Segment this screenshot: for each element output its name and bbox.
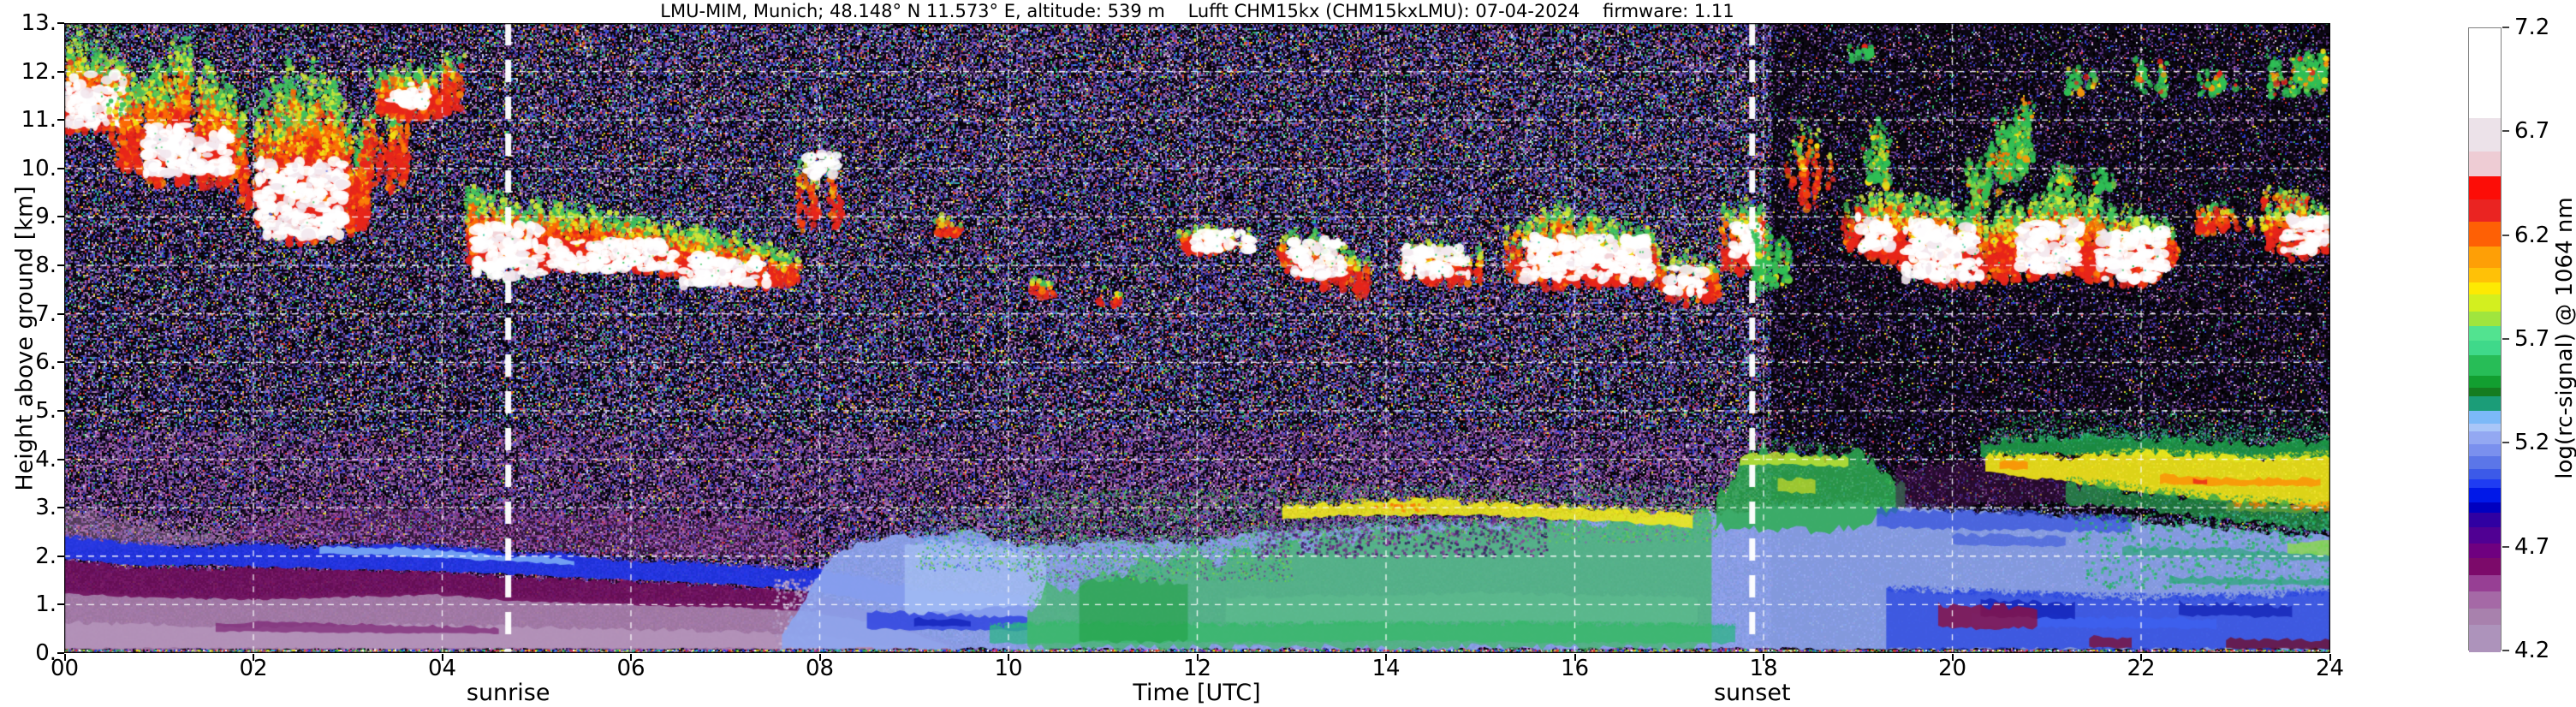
colorbar-tick-mark (2502, 442, 2509, 444)
y-tick-mark (57, 603, 64, 606)
colorbar-segment (2469, 557, 2501, 575)
y-tick-mark (57, 458, 64, 460)
colorbar-tick-mark (2502, 234, 2509, 236)
sunrise-label: sunrise (466, 680, 550, 706)
x-tick-mark (2140, 654, 2142, 661)
x-tick-mark (253, 654, 254, 661)
y-tick-mark (57, 167, 64, 169)
y-tick-mark (57, 216, 64, 218)
colorbar-segment (2469, 294, 2501, 312)
colorbar-segment (2469, 478, 2501, 488)
x-tick-mark (1574, 654, 1576, 661)
colorbar-segment (2469, 624, 2501, 652)
y-tick-label: 0. (35, 640, 57, 666)
x-tick-mark (818, 654, 821, 661)
colorbar-segment (2469, 340, 2501, 355)
colorbar (2468, 27, 2502, 652)
y-tick-mark (57, 264, 64, 267)
colorbar-segment (2469, 512, 2501, 527)
colorbar-segment (2469, 282, 2501, 295)
x-tick-mark (1763, 654, 1764, 661)
y-tick-label: 7. (35, 300, 57, 327)
colorbar-segment (2469, 410, 2501, 424)
colorbar-tick-mark (2502, 650, 2509, 651)
colorbar-tick-label: 4.2 (2514, 638, 2550, 663)
colorbar-segment (2469, 221, 2501, 247)
heatmap-plot (64, 23, 2330, 653)
y-tick-label: 9. (35, 204, 57, 230)
colorbar-segment (2469, 175, 2501, 199)
colorbar-segment (2469, 455, 2501, 470)
y-tick-label: 6. (35, 349, 57, 376)
y-tick-label: 8. (35, 253, 57, 279)
colorbar-tick-mark (2502, 130, 2509, 133)
colorbar-segment (2469, 423, 2501, 432)
y-tick-mark (57, 119, 64, 122)
colorbar-segment (2469, 526, 2501, 544)
y-tick-mark (57, 507, 64, 509)
colorbar-segment (2469, 487, 2501, 502)
y-tick-label: 4. (35, 446, 57, 472)
colorbar-segment (2469, 311, 2501, 326)
colorbar-segment (2469, 117, 2501, 152)
x-tick-mark (1008, 654, 1009, 661)
x-tick-mark (1196, 654, 1199, 661)
x-tick-mark (1951, 654, 1954, 661)
y-tick-mark (57, 312, 64, 315)
y-tick-mark (57, 555, 64, 557)
x-tick-mark (63, 654, 66, 661)
y-tick-mark (57, 652, 64, 654)
y-tick-mark (57, 361, 64, 364)
colorbar-segment (2469, 543, 2501, 559)
colorbar-tick-label: 7.2 (2514, 15, 2550, 40)
colorbar-tick-label: 6.7 (2514, 118, 2550, 145)
chart-title: LMU-MIM, Munich; 48.148° N 11.573° E, al… (660, 1, 1734, 21)
colorbar-segment (2469, 325, 2501, 341)
y-tick-label: 10. (21, 155, 57, 181)
colorbar-segment (2469, 395, 2501, 412)
y-tick-label: 1. (35, 591, 57, 618)
y-tick-label: 13. (21, 9, 57, 36)
colorbar-segment (2469, 387, 2501, 397)
colorbar-segment (2469, 443, 2501, 457)
x-tick-mark (2329, 654, 2331, 661)
colorbar-segment (2469, 375, 2501, 389)
y-tick-label: 3. (35, 495, 57, 521)
colorbar-tick-mark (2502, 545, 2509, 548)
x-tick-mark (630, 654, 632, 661)
colorbar-tick-mark (2502, 27, 2509, 28)
colorbar-segment (2469, 246, 2501, 268)
colorbar-segment (2469, 574, 2501, 592)
y-tick-label: 5. (35, 397, 57, 424)
colorbar-segment (2469, 151, 2501, 176)
colorbar-tick-label: 5.2 (2514, 430, 2550, 456)
colorbar-tick-mark (2502, 338, 2509, 340)
x-axis-label: Time [UTC] (1133, 680, 1261, 706)
y-tick-label: 11. (21, 107, 57, 134)
colorbar-tick-label: 6.2 (2514, 222, 2550, 248)
colorbar-segment (2469, 468, 2501, 480)
colorbar-segment (2469, 591, 2501, 609)
colorbar-tick-label: 5.7 (2514, 326, 2550, 352)
y-tick-mark (57, 70, 64, 73)
colorbar-tick-label: 4.7 (2514, 533, 2550, 560)
colorbar-segment (2469, 502, 2501, 513)
y-tick-mark (57, 409, 64, 412)
y-tick-mark (57, 21, 64, 24)
x-tick-mark (441, 654, 443, 661)
y-tick-label: 12. (21, 58, 57, 85)
colorbar-segment (2469, 431, 2501, 444)
colorbar-segment (2469, 608, 2501, 626)
x-tick-mark (1385, 654, 1387, 661)
colorbar-segment (2469, 28, 2501, 118)
colorbar-segment (2469, 354, 2501, 376)
colorbar-segment (2469, 267, 2501, 282)
colorbar-axis-label: log(rc-signal) @ 1064 nm (2552, 197, 2576, 479)
sunset-label: sunset (1713, 680, 1791, 706)
colorbar-segment (2469, 198, 2501, 223)
y-tick-label: 2. (35, 543, 57, 569)
